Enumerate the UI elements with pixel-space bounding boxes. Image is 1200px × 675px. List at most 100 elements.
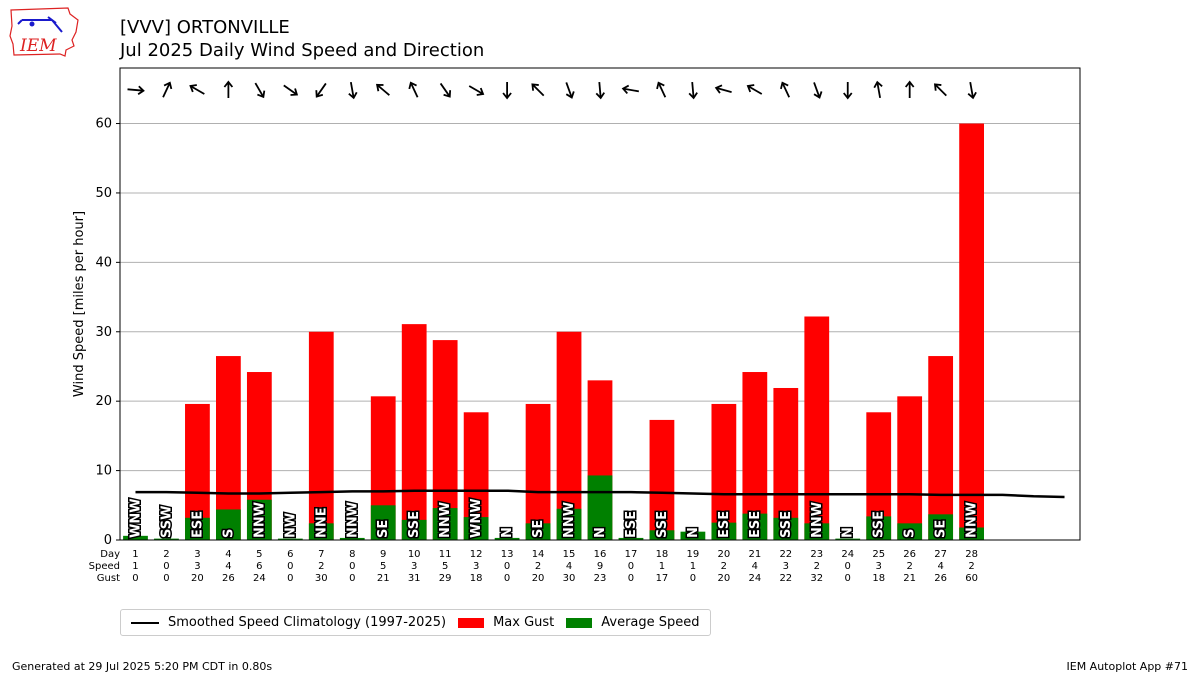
table-cell: 0 xyxy=(349,573,355,584)
table-cell: 15 xyxy=(563,549,576,560)
table-cell: 13 xyxy=(501,549,514,560)
direction-label: SSE xyxy=(655,511,670,538)
speed-bar xyxy=(185,517,210,540)
speed-bar xyxy=(897,523,923,540)
direction-label: WNW xyxy=(469,498,484,538)
legend-label-climatology: Smoothed Speed Climatology (1997-2025) xyxy=(168,615,447,630)
y-tick-label: 50 xyxy=(95,186,112,201)
direction-label: ESE xyxy=(748,511,763,538)
direction-arrow xyxy=(813,82,823,99)
table-cell: 4 xyxy=(566,561,572,572)
y-axis-ticks: 0 10 20 30 40 50 60 xyxy=(95,117,120,548)
table-row-label: Day xyxy=(100,549,120,560)
table-cell: 20 xyxy=(718,549,731,560)
table-cell: 0 xyxy=(628,561,634,572)
table-cell: 2 xyxy=(163,549,169,560)
direction-label: SSE xyxy=(407,511,422,538)
speed-bar xyxy=(649,530,675,540)
speed-bar xyxy=(494,537,520,540)
direction-arrow xyxy=(468,85,485,96)
speed-bar xyxy=(928,514,954,540)
gust-bar xyxy=(773,387,799,540)
direction-label: NNE xyxy=(314,507,329,538)
speed-bar xyxy=(246,499,272,540)
table-cell: 2 xyxy=(906,561,912,572)
logo-text: IEM xyxy=(19,36,57,56)
speed-bar xyxy=(432,508,458,540)
gust-bar xyxy=(432,340,458,540)
legend-swatch-climatology xyxy=(131,621,159,624)
table-cell: 5 xyxy=(256,549,262,560)
speed-bar xyxy=(339,537,365,540)
y-tick-label: 30 xyxy=(95,325,112,340)
table-cell: 5 xyxy=(380,561,386,572)
speed-bar xyxy=(804,523,830,540)
table-cell: 0 xyxy=(690,573,696,584)
direction-arrow xyxy=(439,82,452,98)
table-cell: 18 xyxy=(872,573,885,584)
table-cell: 0 xyxy=(163,561,169,572)
iem-logo: IEM xyxy=(9,7,79,57)
direction-label: NNW xyxy=(345,502,360,538)
gust-bar xyxy=(742,372,768,540)
direction-label: NW xyxy=(283,513,298,538)
table-cell: 1 xyxy=(132,561,138,572)
table-cell: 14 xyxy=(532,549,545,560)
table-cell: 5 xyxy=(442,561,448,572)
speed-bar xyxy=(401,519,427,540)
table-cell: 22 xyxy=(779,573,792,584)
y-axis-label: Wind Speed [miles per hour] xyxy=(72,211,87,397)
direction-label: NNW xyxy=(562,502,577,538)
speed-bar xyxy=(277,538,303,540)
table-cell: 30 xyxy=(315,573,328,584)
direction-label: N xyxy=(593,527,608,538)
direction-arrow xyxy=(780,81,791,98)
wind-chart: WNW SSW ESE S NNW NW NNE NNW SE SSE NNW WNW N SE NNW N E… xyxy=(72,67,1081,584)
table-cell: 17 xyxy=(656,573,669,584)
table-cell: 24 xyxy=(748,573,761,584)
table-cell: 11 xyxy=(439,549,452,560)
direction-arrow xyxy=(843,82,853,100)
table-cell: 7 xyxy=(318,549,324,560)
table-cell: 26 xyxy=(934,573,947,584)
y-tick-label: 0 xyxy=(104,533,112,548)
table-cell: 20 xyxy=(532,573,545,584)
table-cell: 0 xyxy=(287,573,293,584)
direction-arrow xyxy=(656,81,667,98)
table-cell: 3 xyxy=(411,561,417,572)
table-cell: 8 xyxy=(349,549,355,560)
table-cell: 28 xyxy=(965,549,978,560)
direction-label: SE xyxy=(934,520,949,538)
direction-arrow xyxy=(531,83,545,97)
table-row-label: Gust xyxy=(97,573,120,584)
table-cell: 10 xyxy=(408,549,421,560)
gust-bar xyxy=(556,331,582,540)
gust-bar xyxy=(401,324,427,540)
wind-barb-icon xyxy=(17,16,63,33)
direction-arrow xyxy=(746,84,763,95)
direction-label: NNW xyxy=(438,502,453,538)
climatology-polyline xyxy=(135,489,1065,499)
speed-bar xyxy=(370,505,396,540)
table-cell: 2 xyxy=(535,561,541,572)
direction-arrow xyxy=(873,80,883,99)
y-tick-label: 40 xyxy=(95,255,112,270)
table-cell: 18 xyxy=(656,549,669,560)
direction-label: SE xyxy=(376,520,391,538)
direction-label: S xyxy=(903,529,918,538)
direction-arrow xyxy=(189,84,205,95)
speed-bar xyxy=(959,527,984,540)
table-cell: 30 xyxy=(563,573,576,584)
table-cell: 0 xyxy=(132,573,138,584)
y-tick-label: 60 xyxy=(95,117,112,132)
legend-swatch-gust xyxy=(458,617,485,628)
direction-label: N xyxy=(841,527,856,538)
direction-label: N xyxy=(686,527,701,538)
direction-arrow xyxy=(688,81,698,100)
direction-labels: WNW SSW ESE S NNW NW NNE NNW SE SSE NNW WNW N SE NNW N E… xyxy=(127,497,981,540)
table-row-label: Speed xyxy=(89,561,120,572)
direction-label: ESE xyxy=(624,511,639,538)
table-cell: 19 xyxy=(687,549,700,560)
gust-bar xyxy=(308,331,334,540)
direction-arrow xyxy=(375,83,390,96)
